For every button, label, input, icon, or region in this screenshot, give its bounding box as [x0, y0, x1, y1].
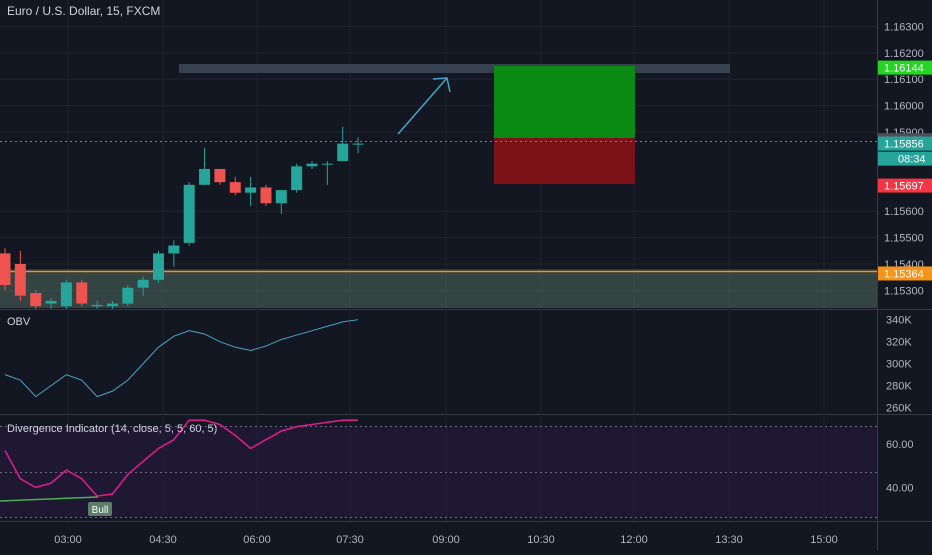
symbol-title[interactable]: Euro / U.S. Dollar, 15, FXCM [7, 4, 160, 18]
svg-text:1.16144: 1.16144 [884, 63, 924, 75]
axis-layer: 1.163001.162001.161001.160001.159001.156… [54, 21, 932, 546]
obv-tick-label: 300K [886, 359, 912, 371]
price-tick-label: 1.15600 [884, 206, 924, 218]
time-tick-label: 07:30 [336, 534, 364, 546]
obv-tick-label: 280K [886, 381, 912, 393]
candle-body [45, 300, 57, 304]
time-tick-label: 06:00 [243, 534, 271, 546]
time-tick-label: 10:30 [527, 534, 555, 546]
price-axis-label: 1.15856 [878, 136, 932, 151]
candle-body [168, 245, 180, 254]
obv-tick-label: 340K [886, 315, 912, 327]
candle-body [0, 253, 11, 286]
divergence-pane-title[interactable]: Divergence Indicator (14, close, 5, 5, 6… [7, 423, 217, 435]
candle-body [106, 303, 118, 307]
candle-body [260, 187, 272, 204]
support-zone [0, 273, 877, 308]
obv-series-line [4, 319, 359, 398]
resistance-band [179, 64, 730, 73]
price-tick-label: 1.15300 [884, 285, 924, 297]
divergence-series-line [4, 419, 359, 497]
candle-body [291, 166, 303, 191]
price-axis-label: 1.15364 [878, 266, 932, 281]
price-tick-label: 1.16300 [884, 21, 924, 33]
obv-tick-label: 320K [886, 337, 912, 349]
countdown-label: 08:34 [878, 151, 932, 166]
candle-body [321, 163, 333, 165]
candle-body [183, 184, 195, 243]
candle-body [76, 282, 88, 304]
candle-body [137, 279, 149, 288]
obv-pane-title[interactable]: OBV [7, 316, 31, 328]
svg-text:1.15697: 1.15697 [884, 181, 924, 193]
candles-layer [0, 126, 364, 309]
time-tick-label: 03:00 [54, 534, 82, 546]
price-tick-label: 1.16200 [884, 48, 924, 60]
obv-tick-label: 260K [886, 403, 912, 415]
time-tick-label: 04:30 [149, 534, 177, 546]
price-axis-label: 1.16144 [878, 60, 932, 75]
divergence-tick-label: 40.00 [886, 482, 914, 494]
time-tick-label: 12:00 [620, 534, 648, 546]
candle-body [306, 163, 318, 167]
candle-body [337, 143, 349, 162]
bull-label: Bull [92, 505, 109, 516]
time-tick-label: 15:00 [810, 534, 838, 546]
candle-body [153, 253, 164, 280]
candle-body [229, 182, 241, 193]
candle-body [275, 190, 287, 204]
price-tick-label: 1.16000 [884, 101, 924, 113]
bull-divergence-line [0, 496, 99, 502]
candle-body [30, 293, 42, 307]
time-tick-label: 13:30 [715, 534, 743, 546]
price-axis-label: 1.15697 [878, 178, 932, 193]
candle-body [14, 263, 26, 296]
candle-body [214, 168, 226, 183]
candle-body [60, 282, 72, 307]
target-zone-box [494, 66, 635, 138]
candle-body [122, 287, 134, 304]
divergence-tick-label: 60.00 [886, 439, 914, 451]
svg-text:1.15364: 1.15364 [884, 268, 924, 280]
svg-text:08:34: 08:34 [898, 154, 926, 166]
candle-body [91, 304, 103, 307]
svg-text:1.15856: 1.15856 [884, 139, 924, 151]
candle-body [245, 187, 257, 193]
candle-body [352, 143, 364, 145]
price-tick-label: 1.15500 [884, 233, 924, 245]
bull-marker: Bull [88, 502, 112, 516]
candle-body [199, 168, 211, 185]
time-tick-label: 09:00 [432, 534, 460, 546]
stop-zone-box [494, 138, 635, 184]
price-tick-label: 1.16100 [884, 74, 924, 86]
projection-arrow[interactable] [397, 77, 451, 135]
